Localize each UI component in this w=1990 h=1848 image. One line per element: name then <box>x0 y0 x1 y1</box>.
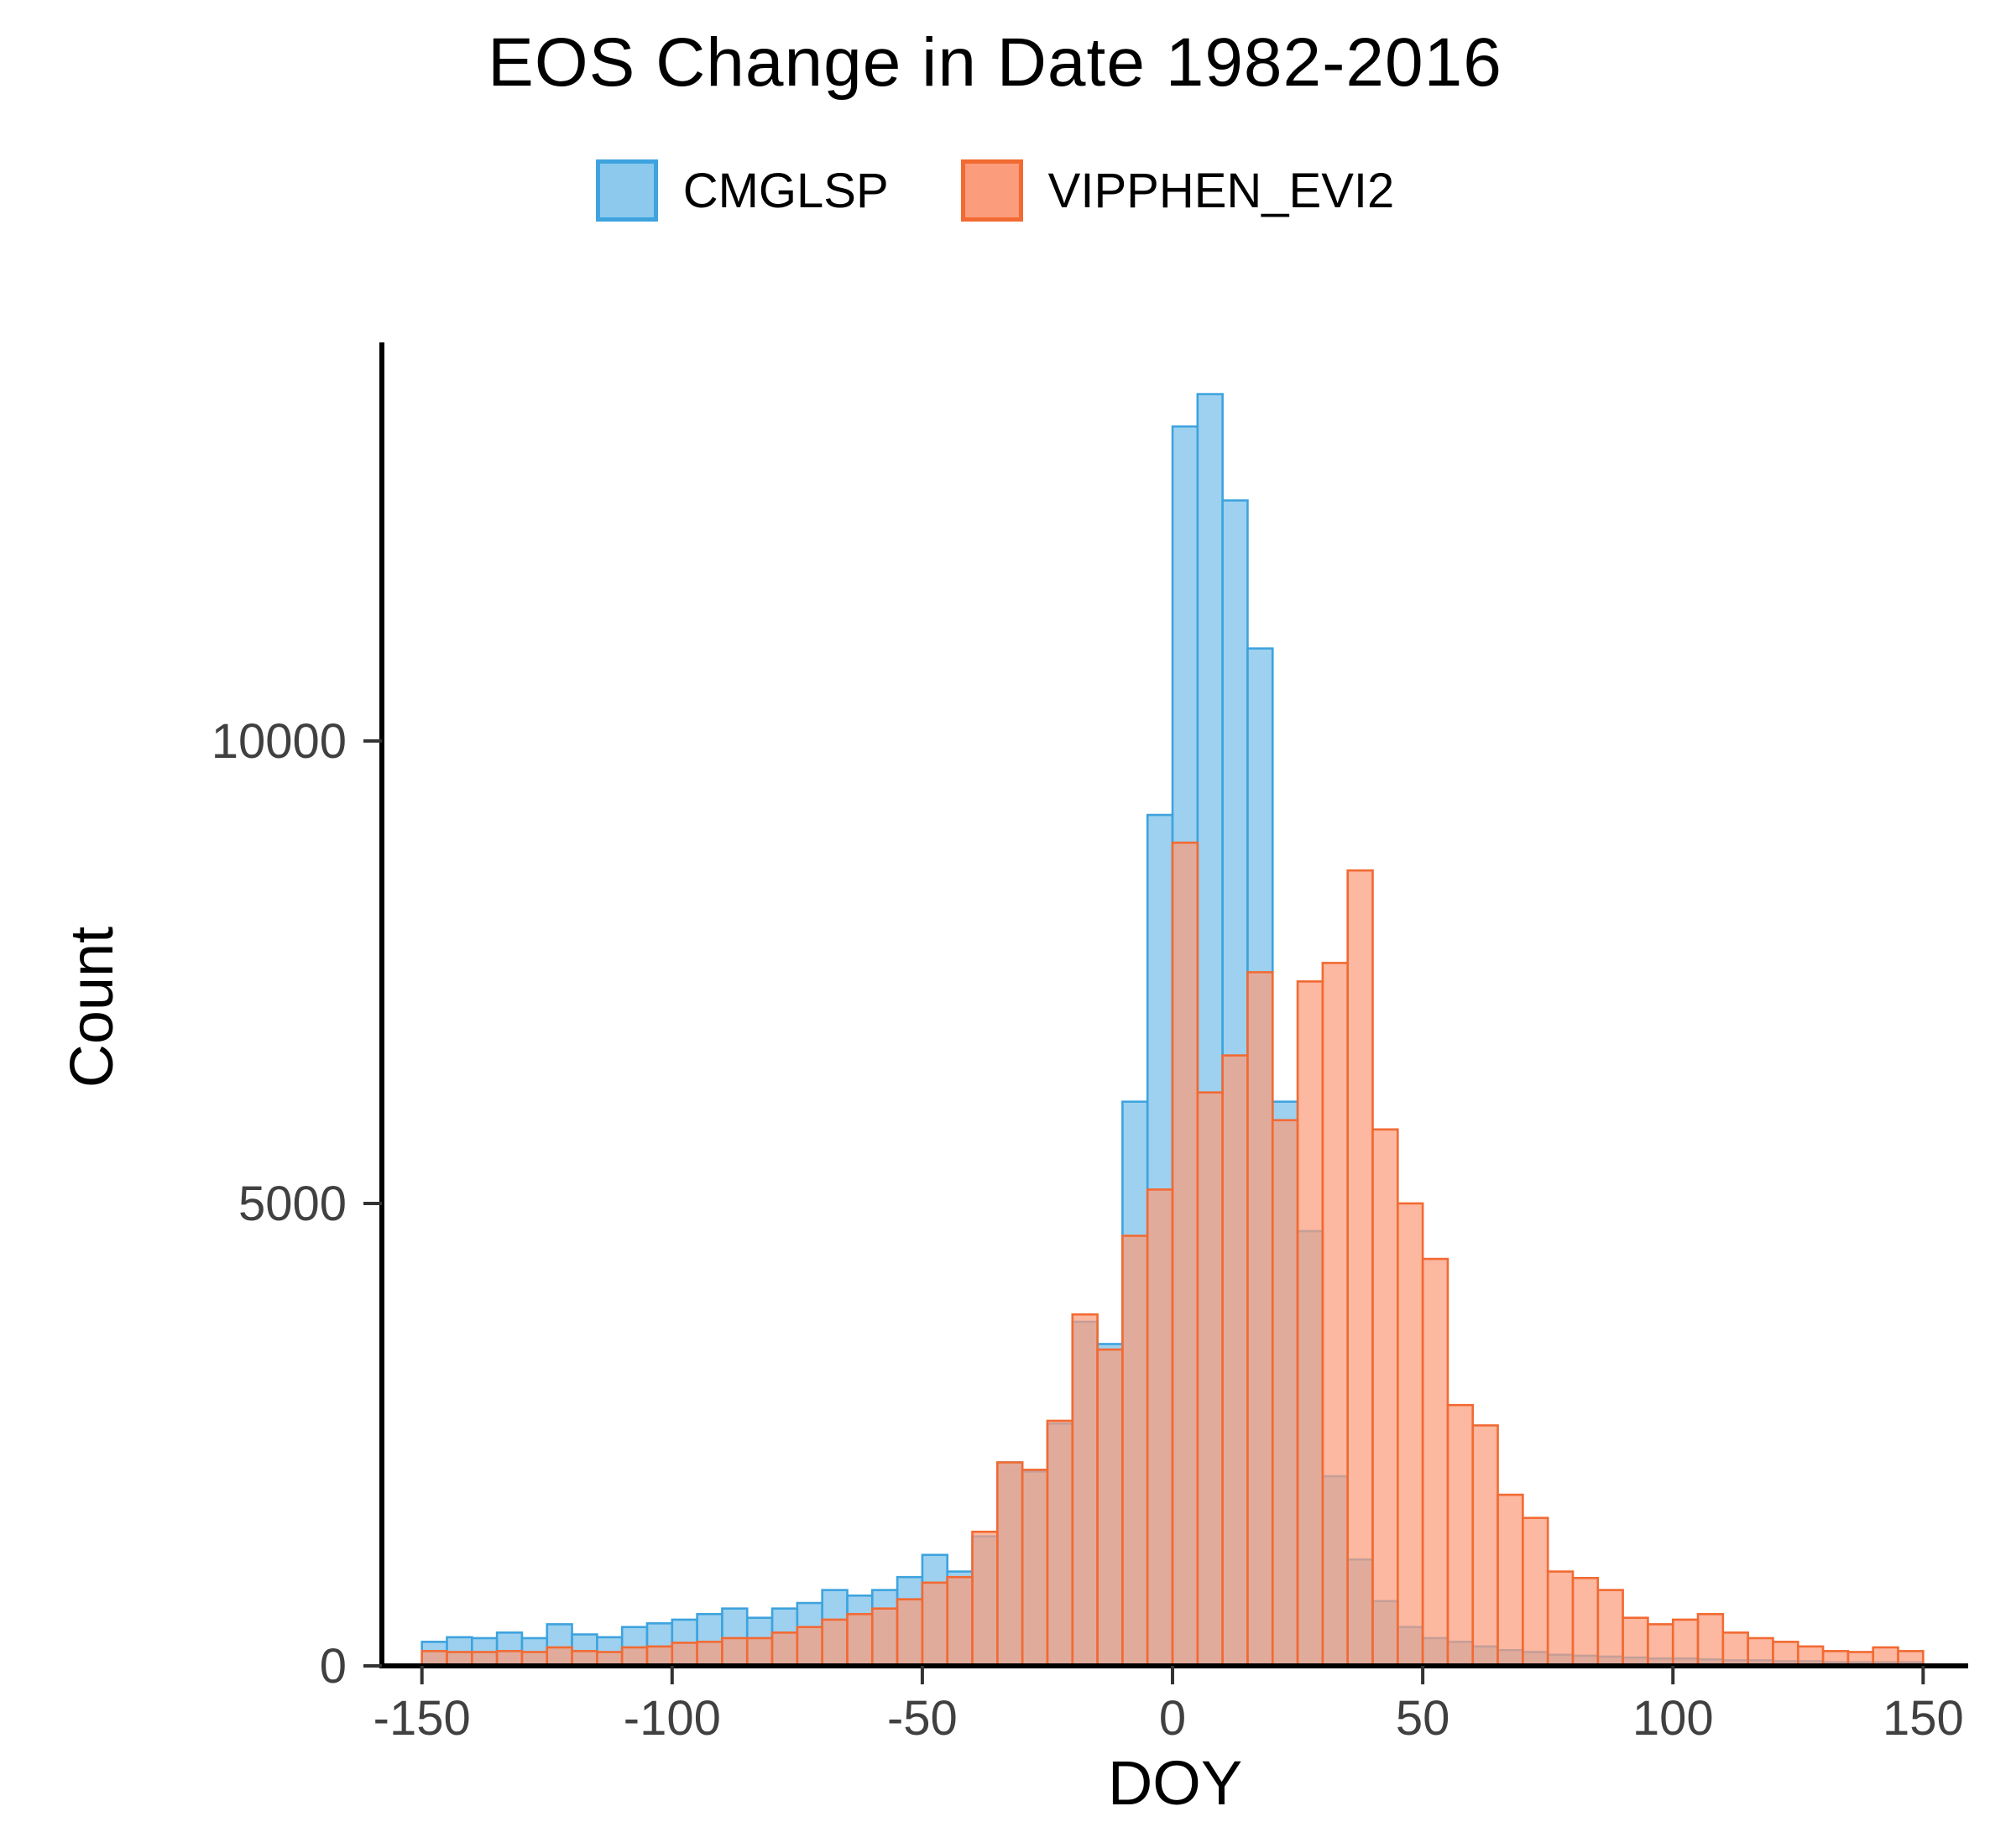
svg-text:-50: -50 <box>887 1691 958 1746</box>
svg-text:-150: -150 <box>373 1691 471 1746</box>
svg-text:50: 50 <box>1396 1691 1450 1746</box>
chart-title: EOS Change in Date 1982-2016 <box>488 24 1502 101</box>
svg-text:0: 0 <box>1159 1691 1186 1746</box>
legend: CMGLSP VIPPHEN_EVI2 <box>0 159 1990 222</box>
svg-text:10000: 10000 <box>212 714 347 769</box>
legend-item-cmglsp: CMGLSP <box>595 159 889 222</box>
svg-text:-100: -100 <box>624 1691 721 1746</box>
legend-label-vipphen-evi2: VIPPHEN_EVI2 <box>1047 163 1395 218</box>
svg-text:150: 150 <box>1883 1691 1964 1746</box>
svg-text:100: 100 <box>1632 1691 1714 1746</box>
legend-item-vipphen-evi2: VIPPHEN_EVI2 <box>960 159 1395 222</box>
legend-swatch-cmglsp <box>595 159 658 222</box>
y-axis-title: Count <box>59 926 126 1088</box>
legend-swatch-vipphen-evi2 <box>960 159 1023 222</box>
x-axis-title: DOY <box>1107 1748 1243 1818</box>
svg-text:0: 0 <box>320 1639 347 1694</box>
legend-label-cmglsp: CMGLSP <box>682 163 889 218</box>
svg-text:5000: 5000 <box>238 1177 347 1231</box>
